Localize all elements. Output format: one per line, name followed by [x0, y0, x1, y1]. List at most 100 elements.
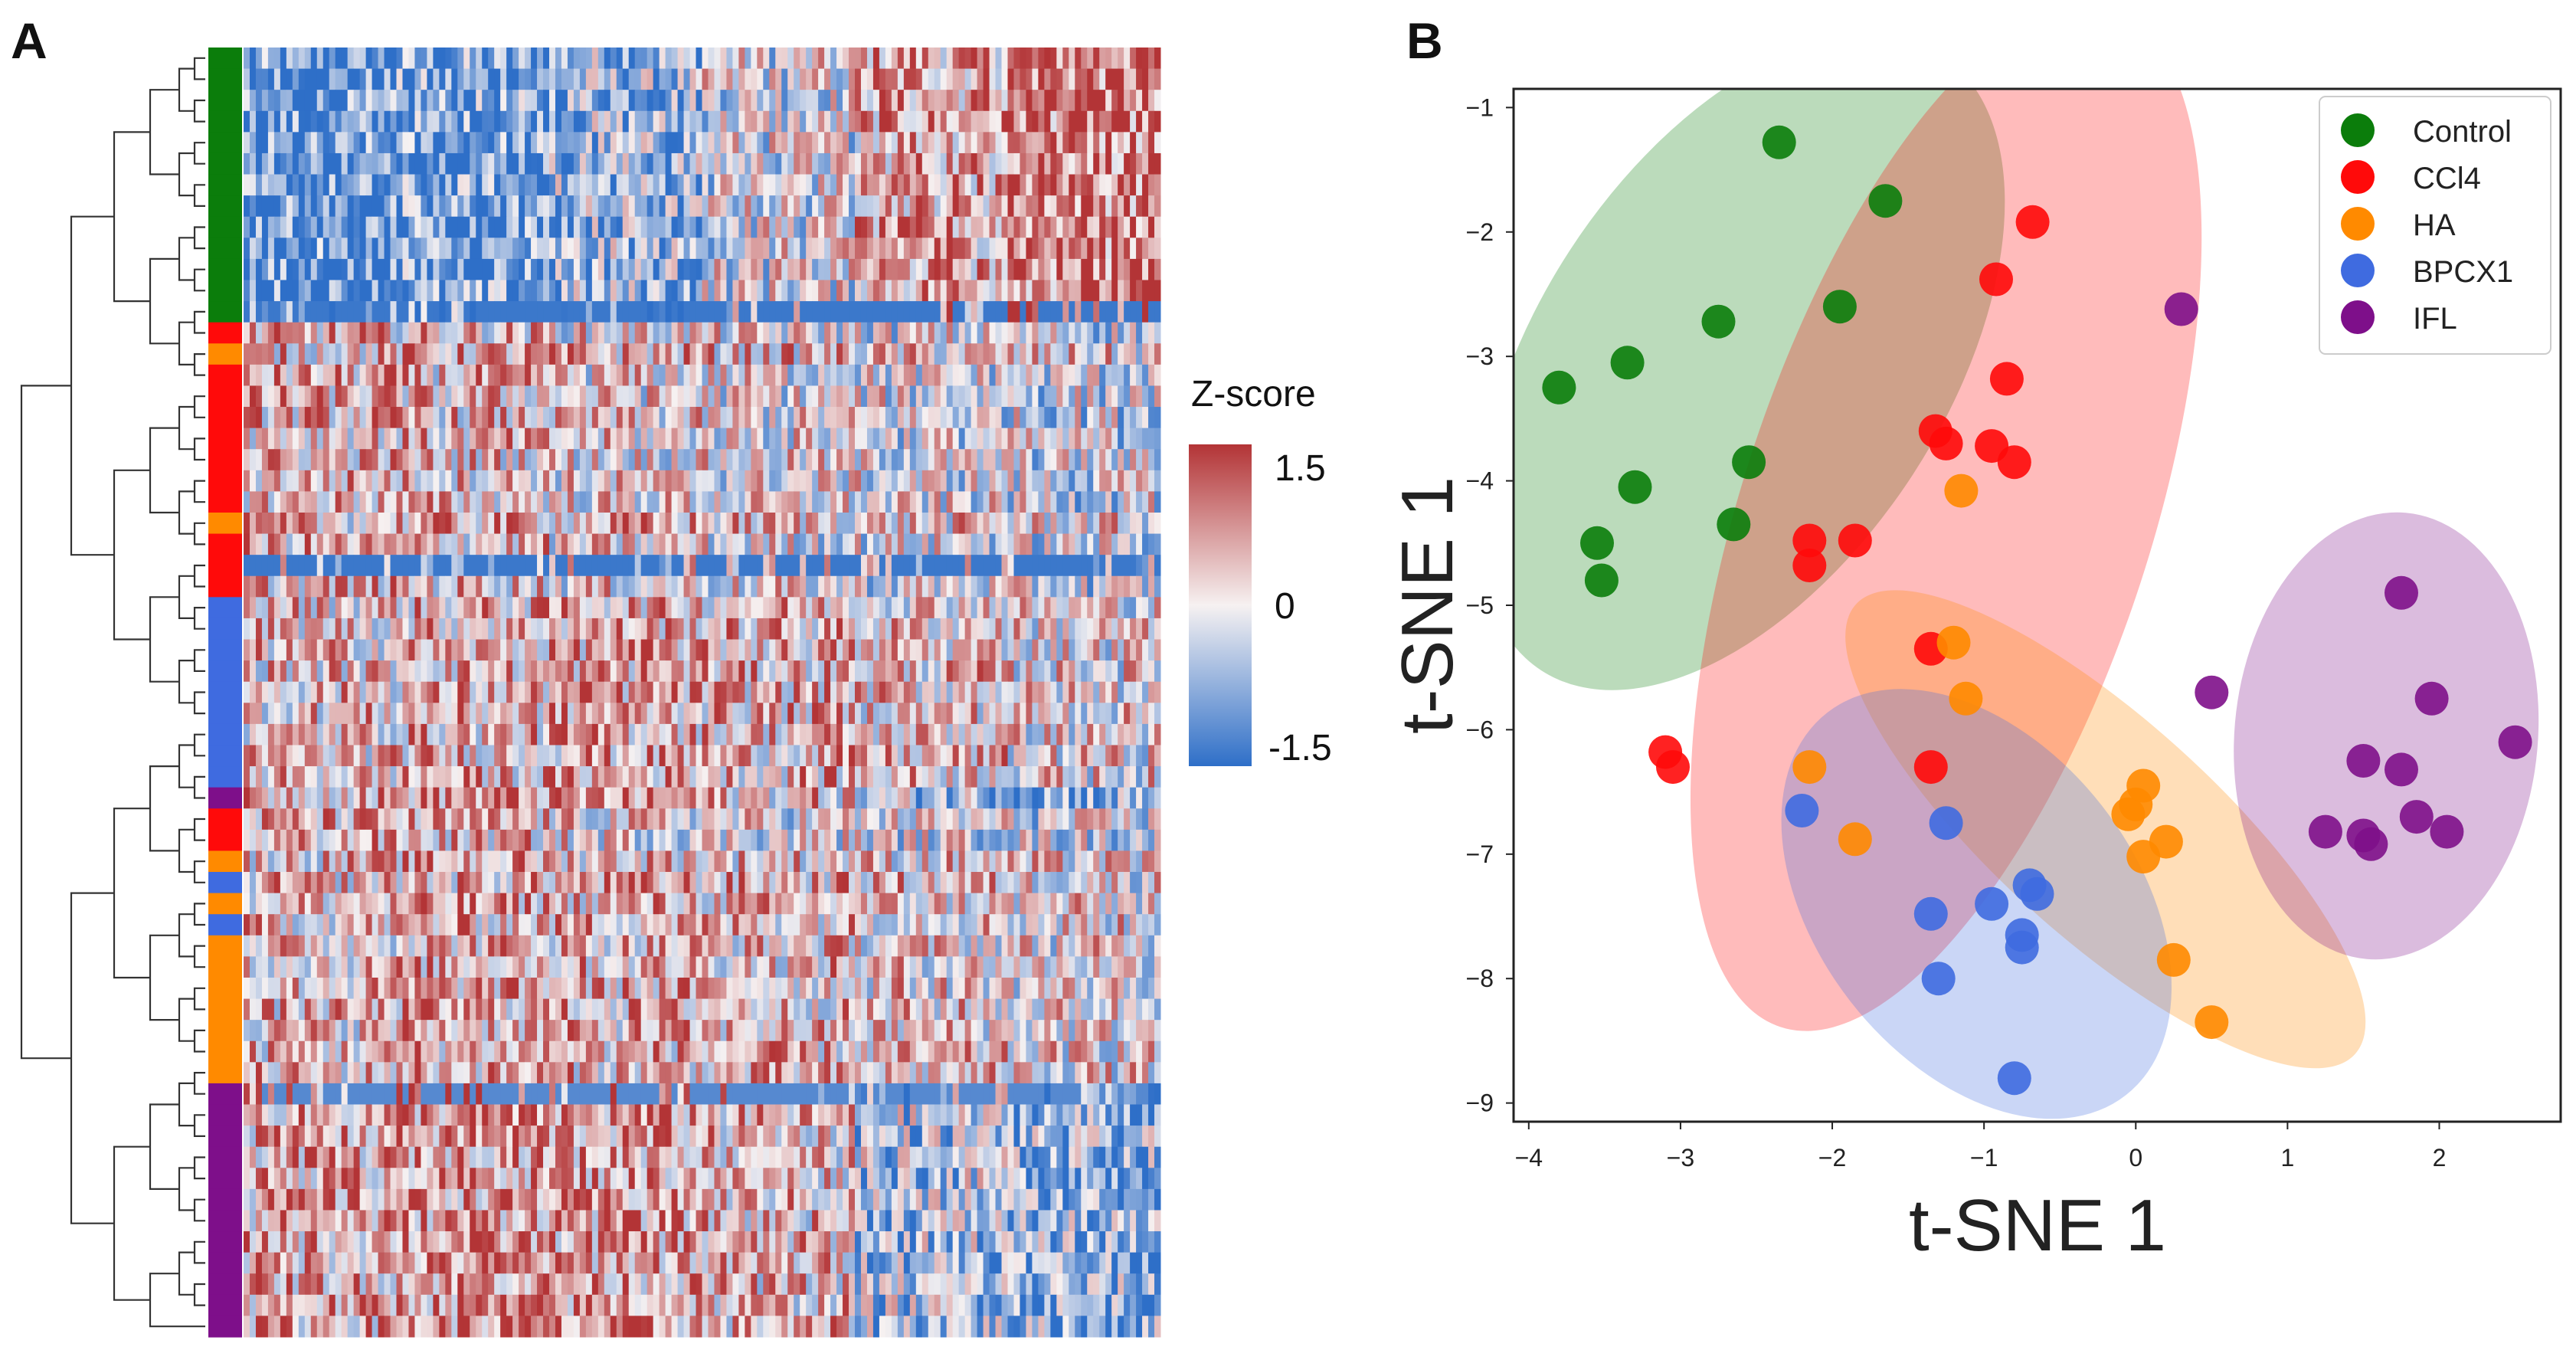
row-annotation-HA	[208, 512, 242, 535]
row-annotation-IFL	[208, 1104, 242, 1126]
point-IFL	[2195, 675, 2229, 709]
point-BPCX1	[1975, 886, 2009, 921]
point-CCl4	[1838, 523, 1872, 558]
row-annotation-CCl4	[208, 449, 242, 471]
row-annotation-Control	[208, 174, 242, 196]
x-tick-label: −2	[1818, 1144, 1846, 1171]
legend-label-CCl4: CCl4	[2413, 162, 2481, 195]
legend-marker-CCl4	[2341, 160, 2375, 194]
point-Control	[1610, 346, 1645, 380]
row-annotation-Control	[208, 238, 242, 260]
row-annotation-CCl4	[208, 533, 242, 555]
colorbar-tick-max: 1.5	[1275, 448, 1326, 489]
row-annotation-CCl4	[208, 470, 242, 492]
row-annotation-BPCX1	[208, 681, 242, 703]
panel-b-label: B	[1406, 12, 1443, 69]
row-annotation-Control	[208, 68, 242, 90]
point-CCl4	[2015, 205, 2050, 239]
point-CCl4	[1792, 523, 1827, 558]
point-HA	[1838, 822, 1872, 857]
row-annotation-CCl4	[208, 829, 242, 852]
y-tick-label: −8	[1466, 965, 1494, 992]
colorbar-tick-mid: 0	[1275, 586, 1295, 627]
point-Control	[1732, 445, 1766, 480]
point-HA	[1944, 473, 1979, 508]
row-annotation-bar	[208, 48, 242, 1338]
x-tick-label: −3	[1667, 1144, 1694, 1171]
row-annotation-IFL	[208, 1168, 242, 1190]
point-HA	[1792, 750, 1827, 785]
point-BPCX1	[2005, 930, 2039, 965]
row-annotation-IFL	[208, 1083, 242, 1106]
row-annotation-BPCX1	[208, 872, 242, 894]
point-HA	[1949, 681, 1983, 716]
row-annotation-IFL	[208, 1126, 242, 1148]
row-annotation-Control	[208, 90, 242, 112]
row-annotation-BPCX1	[208, 723, 242, 746]
point-IFL	[2399, 800, 2434, 834]
colorbar-title: Z-score	[1191, 374, 1316, 415]
x-tick-label: 0	[2129, 1144, 2142, 1171]
legend: Control CCl4 HA BPCX1 IFL	[2319, 96, 2551, 355]
point-Control	[1717, 507, 1751, 542]
point-IFL	[2385, 752, 2418, 787]
y-tick-label: −6	[1466, 716, 1494, 743]
row-annotation-Control	[208, 280, 242, 302]
row-annotation-Control	[208, 152, 242, 175]
row-annotation-HA	[208, 893, 242, 915]
row-annotation-IFL	[208, 1188, 242, 1211]
point-Control	[1580, 526, 1614, 560]
y-tick-label: −5	[1466, 591, 1494, 619]
row-annotation-CCl4	[208, 428, 242, 450]
y-tick-label: −3	[1466, 342, 1494, 370]
legend-marker-HA	[2341, 207, 2375, 241]
point-IFL	[2414, 681, 2449, 716]
y-axis-label: t-SNE 1	[1386, 477, 1468, 734]
legend-label-IFL: IFL	[2413, 302, 2457, 336]
row-annotation-IFL	[208, 1252, 242, 1274]
row-annotation-CCl4	[208, 322, 242, 344]
y-tick-label: −9	[1466, 1090, 1494, 1117]
row-annotation-IFL	[208, 1210, 242, 1232]
row-annotation-IFL	[208, 1231, 242, 1253]
point-CCl4	[1913, 750, 1948, 785]
point-HA	[2126, 840, 2161, 874]
point-IFL	[2354, 827, 2388, 861]
point-Control	[1618, 470, 1652, 504]
legend-box	[2319, 96, 2551, 355]
row-annotation-BPCX1	[208, 703, 242, 725]
legend-label-BPCX1: BPCX1	[2413, 255, 2513, 289]
row-annotation-CCl4	[208, 491, 242, 513]
heatmap-grid	[244, 48, 1161, 1338]
legend-marker-IFL	[2341, 300, 2375, 334]
row-annotation-CCl4	[208, 808, 242, 831]
point-IFL	[2346, 744, 2381, 778]
x-axis-ticks: −4 −3 −2 −1 0 1 2	[1515, 1122, 2446, 1171]
point-Control	[1762, 125, 1796, 159]
row-annotation-IFL	[208, 1294, 242, 1317]
row-annotation-Control	[208, 110, 242, 133]
x-tick-label: −1	[1970, 1144, 1998, 1171]
y-tick-label: −7	[1466, 840, 1494, 868]
point-CCl4	[1979, 262, 2013, 297]
legend-marker-Control	[2341, 113, 2375, 147]
point-CCl4	[1792, 549, 1827, 582]
x-tick-label: 1	[2280, 1144, 2294, 1171]
y-tick-label: −1	[1466, 93, 1494, 121]
point-HA	[2195, 1005, 2229, 1040]
point-BPCX1	[1921, 962, 1956, 996]
point-BPCX1	[2020, 877, 2054, 911]
row-annotation-BPCX1	[208, 745, 242, 767]
point-IFL	[2430, 814, 2464, 849]
point-CCl4	[1997, 445, 2031, 480]
row-annotation-HA	[208, 998, 242, 1021]
row-annotation-Control	[208, 301, 242, 323]
point-CCl4	[1929, 426, 1963, 460]
point-BPCX1	[1997, 1061, 2031, 1096]
row-annotation-HA	[208, 1062, 242, 1084]
row-annotation-Control	[208, 195, 242, 218]
row-annotation-BPCX1	[208, 914, 242, 936]
row-annotation-Control	[208, 132, 242, 154]
row-dendrogram	[20, 57, 205, 1328]
